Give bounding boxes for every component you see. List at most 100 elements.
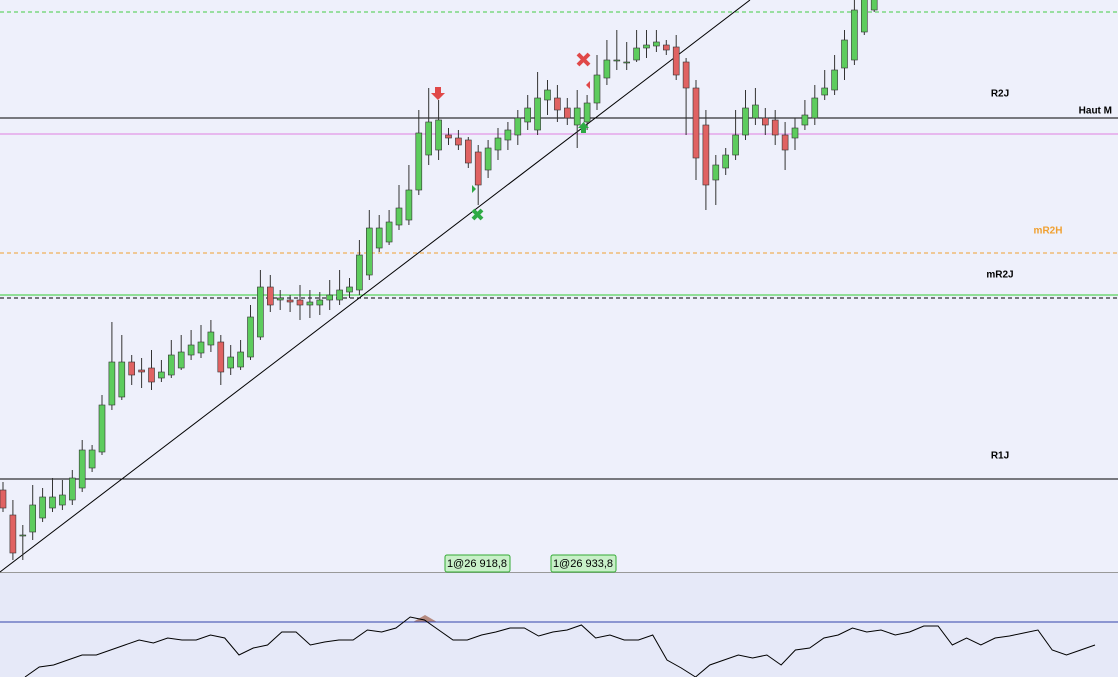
candle-body	[336, 289, 343, 301]
candle-body	[9, 514, 17, 554]
candle-body	[831, 69, 838, 91]
candle-body	[375, 227, 383, 249]
candle-body	[504, 129, 512, 141]
candle-body	[474, 151, 482, 186]
candle-body	[633, 47, 640, 61]
candle-body	[88, 449, 96, 469]
candle-body	[365, 227, 373, 276]
candle-body	[791, 127, 799, 139]
candle-body	[623, 61, 631, 64]
candle-body	[0, 489, 7, 509]
candle-body	[445, 134, 452, 139]
candle-body	[801, 114, 809, 126]
marker	[472, 185, 476, 193]
candle-body	[128, 361, 135, 376]
candle-body	[554, 97, 561, 111]
candle-body	[761, 117, 769, 126]
sell-arrow	[431, 87, 445, 100]
level-label: R2J	[991, 89, 1009, 100]
candles	[0, 0, 878, 560]
candle-body	[108, 361, 116, 406]
levels: R2J Haut M mR2H mR2J R1J	[0, 11, 1118, 480]
candle-body	[237, 351, 244, 368]
level-label: mR2H	[1034, 226, 1063, 237]
candle-body	[168, 354, 175, 376]
candle-body	[534, 97, 541, 131]
candle-body	[19, 534, 27, 537]
candle-body	[722, 154, 730, 169]
candle-body	[494, 137, 502, 151]
level-label: mR2J	[986, 270, 1013, 281]
trendline	[0, 0, 751, 573]
candle-body	[702, 124, 710, 186]
candle-body	[59, 494, 66, 506]
candle-body	[464, 139, 472, 164]
candle-body	[563, 107, 571, 119]
candle-body	[385, 221, 393, 243]
candle-body	[851, 9, 858, 61]
candle-body	[39, 496, 46, 519]
indicator-pane	[0, 573, 1118, 677]
candle-body	[771, 119, 779, 136]
candle-body	[781, 134, 789, 151]
candle-body	[613, 59, 621, 62]
level-label: R1J	[991, 451, 1009, 462]
buy-arrow	[578, 122, 589, 133]
candle-body	[455, 137, 462, 146]
order-label: 1@26 933,8	[553, 558, 613, 570]
candle-body	[316, 299, 324, 306]
candle-body	[811, 97, 819, 119]
candle-body	[227, 356, 234, 369]
candle-body	[158, 371, 165, 379]
candle-body	[692, 87, 700, 159]
candle-body	[78, 449, 86, 489]
candle-body	[484, 147, 492, 171]
order-label: 1@26 918,8	[447, 558, 507, 570]
candle-body	[870, 0, 878, 11]
candle-body	[326, 294, 334, 301]
candle-body	[603, 59, 611, 79]
indicator	[0, 616, 1118, 677]
candle-body	[672, 46, 680, 76]
indicator-fill	[413, 615, 437, 622]
marker	[586, 81, 590, 89]
candle-body	[217, 341, 225, 373]
candle-body	[197, 341, 205, 354]
candle-body	[49, 496, 56, 509]
candle-body	[207, 331, 215, 346]
order-tag	[550, 554, 617, 573]
candle-body	[118, 361, 126, 398]
candle-body	[177, 351, 185, 369]
candle-body	[138, 369, 145, 373]
candle-body	[405, 189, 413, 221]
candle-body	[425, 121, 433, 156]
candle-body	[306, 301, 314, 306]
entry-cross	[471, 208, 484, 221]
signals	[431, 52, 591, 221]
exit-cross	[576, 52, 591, 67]
candle-body	[752, 104, 759, 119]
candle-body	[415, 132, 423, 191]
candle-body	[841, 39, 848, 69]
candle-body	[524, 107, 532, 123]
order-tag	[444, 554, 511, 573]
candle-body	[286, 299, 294, 303]
candle-body	[69, 477, 76, 501]
candle-body	[247, 316, 254, 358]
candle-body	[346, 286, 353, 293]
candle-body	[860, 0, 868, 33]
candle-body	[148, 367, 155, 383]
candle-body	[544, 89, 551, 101]
level-label: Haut M	[1079, 106, 1112, 117]
candle-body	[98, 404, 106, 453]
candle-body	[257, 286, 264, 338]
candle-body	[514, 117, 522, 136]
candle-body	[643, 44, 650, 49]
candle-body	[29, 504, 37, 533]
candle-body	[712, 164, 720, 181]
candle-body	[573, 107, 581, 126]
price-pane	[0, 0, 1118, 572]
order-tags: 1@26 918,8 1@26 933,8	[444, 554, 617, 573]
candle-body	[742, 107, 749, 136]
